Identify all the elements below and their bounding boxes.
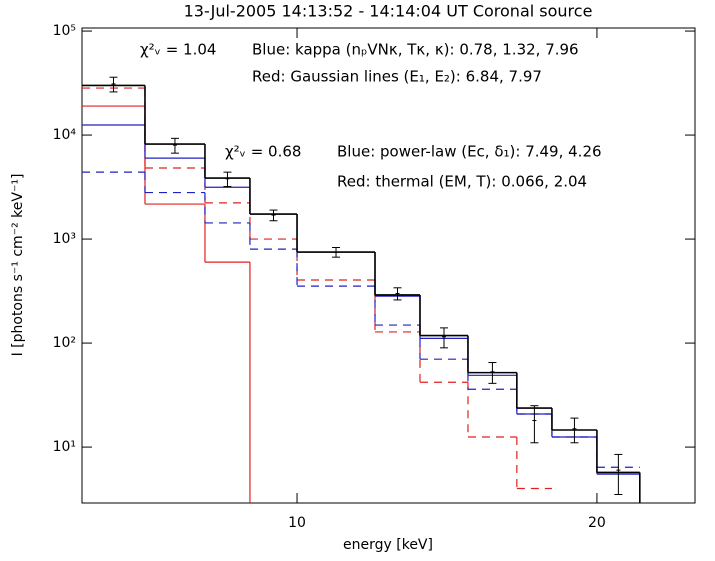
error-bar — [109, 76, 118, 93]
annotation: Red: thermal (EM, T): 0.066, 2.04 — [337, 173, 587, 191]
error-bar — [332, 246, 341, 258]
chart-title: 13-Jul-2005 14:13:52 - 14:14:04 UT Coron… — [184, 2, 593, 21]
error-bar — [439, 327, 448, 349]
error-bar — [530, 405, 539, 444]
y-axis-label: I [photons s⁻¹ cm⁻² keV⁻¹] — [10, 174, 26, 357]
error-bar — [393, 287, 402, 301]
error-bar — [170, 137, 179, 154]
plot-frame — [81, 27, 696, 504]
x-tick-label: 10 — [288, 515, 306, 531]
y-tick-label: 10⁵ — [53, 23, 76, 39]
annotation: Blue: kappa (nₚVNκ, Tκ, κ): 0.78, 1.32, … — [252, 41, 579, 59]
error-bar — [614, 453, 623, 496]
annotation: χ²ᵥ = 0.68 — [225, 143, 301, 161]
error-bar — [570, 417, 579, 444]
annotation: Blue: power-law (Ec, δ₁): 7.49, 4.26 — [337, 143, 602, 161]
annotation: χ²ᵥ = 1.04 — [140, 41, 216, 59]
x-tick-label: 20 — [588, 515, 606, 531]
y-tick-label: 10¹ — [53, 439, 76, 455]
annotation: Red: Gaussian lines (E₁, E₂): 6.84, 7.97 — [252, 68, 542, 86]
y-tick-label: 10⁴ — [53, 127, 77, 143]
error-bar — [269, 209, 278, 222]
y-tick-label: 10² — [53, 335, 76, 351]
y-tick-label: 10³ — [53, 231, 76, 247]
error-bar — [488, 362, 497, 384]
error-bar — [223, 171, 232, 188]
x-axis-label: energy [keV] — [343, 537, 433, 553]
